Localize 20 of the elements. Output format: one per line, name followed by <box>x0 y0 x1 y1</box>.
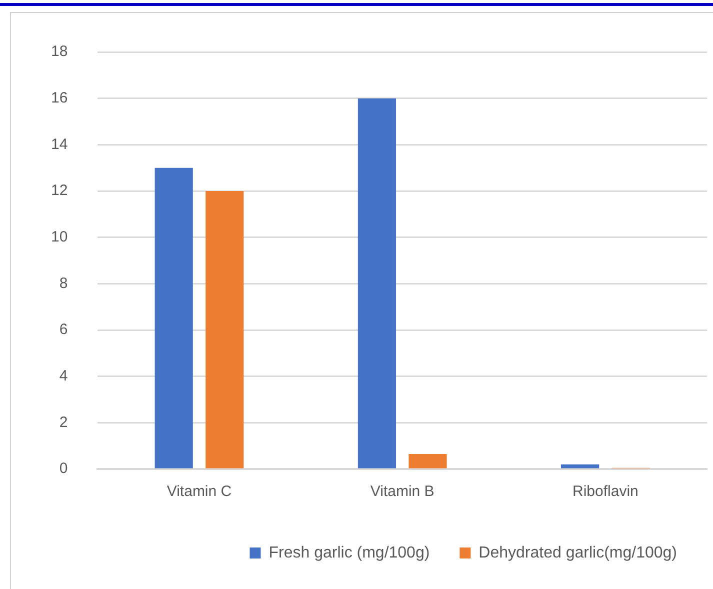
x-tick-label: Vitamin C <box>166 483 232 500</box>
bar <box>154 168 193 468</box>
y-tick-label: 8 <box>59 274 68 292</box>
y-tick-label: 6 <box>59 321 68 338</box>
bar <box>358 98 396 468</box>
y-tick-label: 10 <box>50 228 68 246</box>
bar <box>206 191 244 468</box>
y-tick-label: 0 <box>59 460 68 478</box>
y-tick-label: 14 <box>50 136 68 153</box>
y-tick-label: 12 <box>50 182 68 200</box>
y-tick-label: 4 <box>59 367 68 384</box>
legend-label: Fresh garlic (mg/100g) <box>268 544 430 562</box>
y-tick-label: 16 <box>50 89 68 106</box>
legend-label: Dehydrated garlic(mg/100g) <box>478 544 678 562</box>
y-tick-label: 18 <box>50 43 68 60</box>
bar <box>561 464 600 468</box>
x-tick-label: Riboflavin <box>572 483 638 500</box>
y-tick-label: 2 <box>59 414 68 431</box>
x-tick-label: Vitamin B <box>370 483 434 500</box>
bar <box>408 454 447 468</box>
